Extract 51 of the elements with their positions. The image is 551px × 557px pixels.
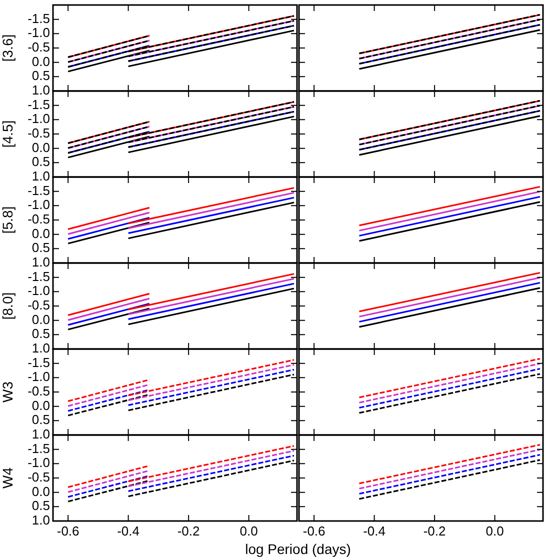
y-tick-label: -1.0 bbox=[28, 111, 50, 126]
x-tick-label: -0.4 bbox=[363, 523, 386, 538]
y-tick-label: -0.5 bbox=[28, 212, 50, 227]
y-tick-label: -0.5 bbox=[28, 298, 50, 313]
y-tick-label: -1.0 bbox=[28, 455, 50, 470]
x-tick-label: -0.6 bbox=[302, 523, 326, 538]
y-tick-label: -1.5 bbox=[28, 268, 50, 284]
y-axis-title: W3 bbox=[0, 381, 16, 402]
y-tick-label: -1.5 bbox=[28, 440, 50, 456]
y-tick-label: -1.5 bbox=[28, 96, 50, 112]
y-tick-label: 0.5 bbox=[32, 240, 50, 256]
x-tick-label: -0.6 bbox=[56, 523, 80, 538]
y-axis-title: [5.8] bbox=[0, 206, 16, 234]
y-tick-label: 1.0 bbox=[32, 426, 50, 442]
y-tick-label: 1.0 bbox=[32, 254, 50, 270]
y-tick-label: -1.5 bbox=[28, 10, 50, 26]
y-tick-label: 0.5 bbox=[32, 68, 50, 84]
y-axis-title: [4.5] bbox=[0, 120, 16, 148]
y-tick-label: 0.0 bbox=[32, 398, 50, 413]
y-tick-label: 0.5 bbox=[32, 498, 50, 514]
y-tick-label: 1.0 bbox=[32, 168, 50, 184]
y-tick-label: 1.0 bbox=[32, 340, 50, 356]
x-tick-label: -0.2 bbox=[177, 523, 200, 538]
x-tick-label: -0.4 bbox=[117, 523, 140, 538]
y-tick-label: 0.5 bbox=[32, 154, 50, 170]
y-tick-label: 0.5 bbox=[32, 412, 50, 428]
y-tick-label: -1.0 bbox=[28, 197, 50, 212]
x-tick-label: 0.0 bbox=[486, 523, 504, 538]
y-tick-label: -0.5 bbox=[28, 40, 50, 55]
x-axis-title: log Period (days) bbox=[244, 541, 352, 557]
y-tick-label: -1.0 bbox=[28, 25, 50, 40]
y-tick-label: 0.0 bbox=[32, 54, 50, 69]
y-tick-label: 0.5 bbox=[32, 326, 50, 342]
y-tick-label: 1.0 bbox=[32, 512, 50, 528]
x-tick-label: 0.0 bbox=[240, 523, 258, 538]
x-tick-label: -0.2 bbox=[423, 523, 446, 538]
y-axis-title: W4 bbox=[0, 467, 16, 488]
y-axis-title: [8.0] bbox=[0, 292, 16, 320]
y-tick-label: 1.0 bbox=[32, 82, 50, 98]
y-tick-label: 0.0 bbox=[32, 140, 50, 155]
y-tick-label: -0.5 bbox=[28, 470, 50, 485]
y-tick-label: 0.0 bbox=[32, 226, 50, 241]
y-tick-label: -1.5 bbox=[28, 182, 50, 198]
y-tick-label: 0.0 bbox=[32, 484, 50, 499]
y-axis-title: [3.6] bbox=[0, 34, 16, 62]
y-tick-label: -0.5 bbox=[28, 126, 50, 141]
y-tick-label: -1.0 bbox=[28, 283, 50, 298]
y-tick-label: -1.0 bbox=[28, 369, 50, 384]
y-tick-label: 0.0 bbox=[32, 312, 50, 327]
y-tick-label: -0.5 bbox=[28, 384, 50, 399]
y-tick-label: -1.5 bbox=[28, 354, 50, 370]
